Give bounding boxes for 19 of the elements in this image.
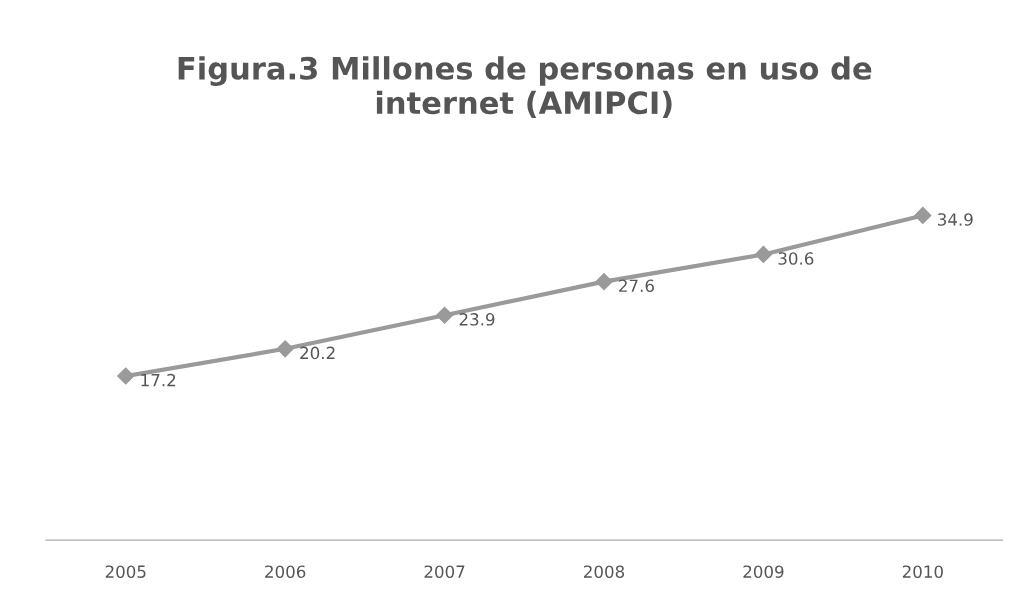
data-label: 27.6 — [619, 279, 654, 293]
data-label: 30.6 — [778, 252, 814, 265]
chart-title: Figura.3 Millones de personas en uso de internet (AMIPCI) — [178, 56, 872, 118]
x-tick-label: 2005 — [105, 565, 146, 578]
x-tick-label: 2007 — [424, 565, 465, 578]
data-label: 23.9 — [459, 313, 495, 326]
point — [276, 340, 294, 358]
x-tick-label: 2006 — [265, 565, 306, 578]
data-label: 17.2 — [141, 373, 176, 387]
data-label: 34.9 — [937, 213, 973, 226]
x-tick-label: 2009 — [743, 565, 784, 578]
x-tick-label: 2010 — [902, 565, 943, 578]
point — [436, 306, 454, 324]
point — [754, 245, 772, 263]
data-label: 20.2 — [300, 346, 335, 360]
point — [117, 367, 135, 385]
point — [914, 206, 932, 224]
point — [595, 273, 613, 291]
x-tick-label: 2008 — [584, 565, 625, 578]
